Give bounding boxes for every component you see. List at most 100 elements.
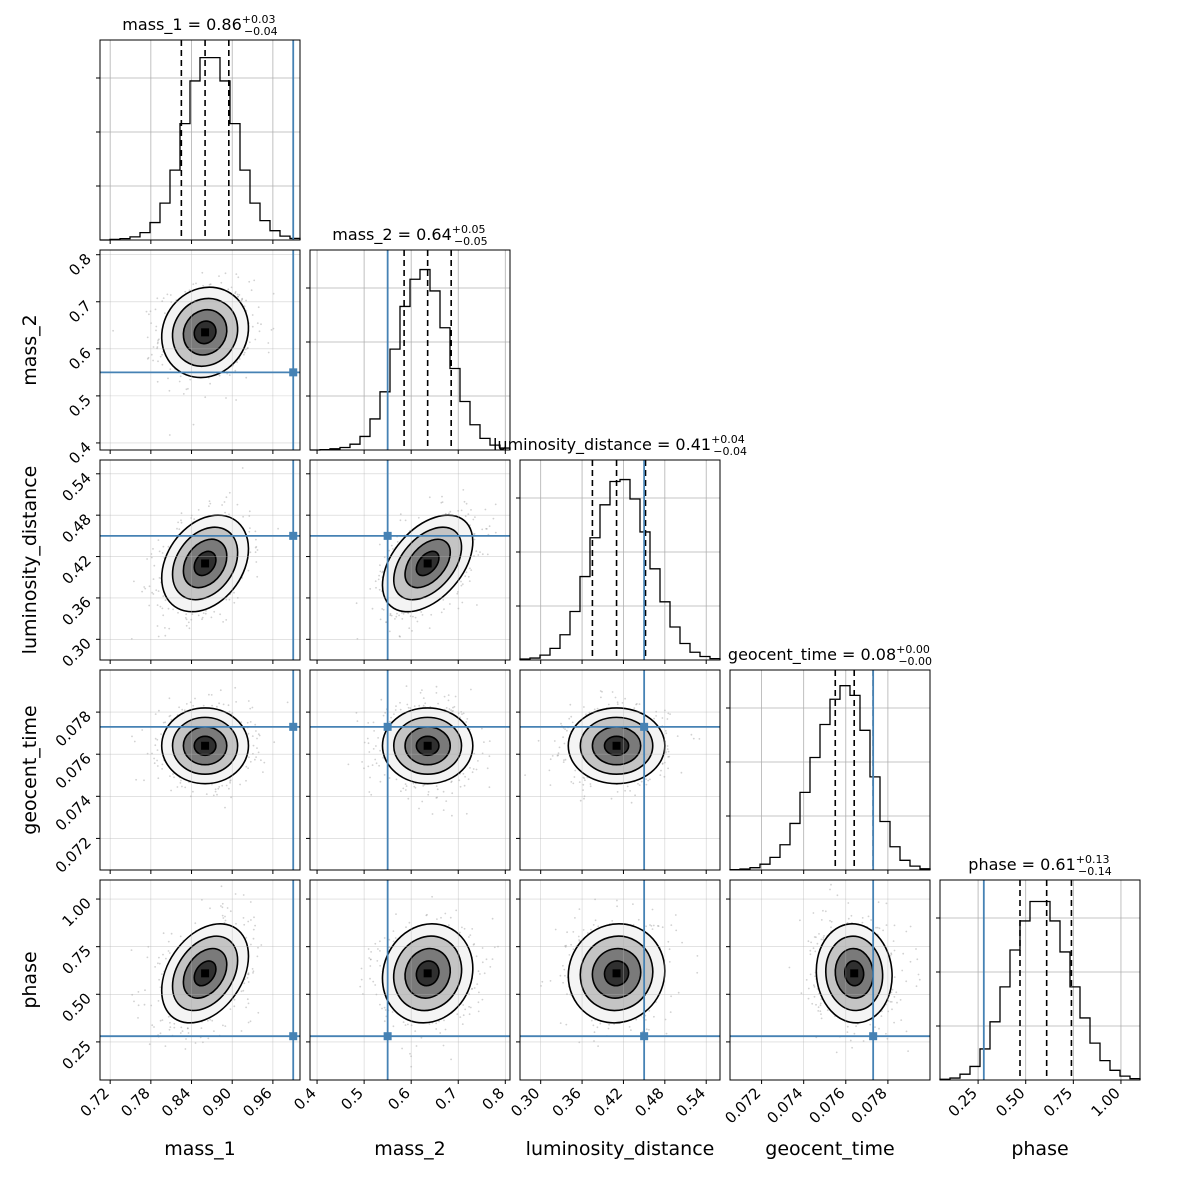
scatter-point <box>197 509 200 511</box>
scatter-point <box>247 700 250 702</box>
scatter-point <box>459 716 461 719</box>
scatter-point <box>156 604 159 606</box>
scatter-point <box>214 790 217 793</box>
density-peak <box>423 559 432 568</box>
scatter-point <box>464 515 467 518</box>
scatter-point <box>154 966 157 968</box>
scatter-point <box>225 397 227 399</box>
scatter-point <box>227 288 230 291</box>
scatter-point <box>568 717 571 720</box>
scatter-point <box>427 791 430 793</box>
scatter-point <box>229 910 232 913</box>
scatter-point <box>583 777 586 780</box>
scatter-point <box>629 790 631 792</box>
scatter-point <box>394 709 397 711</box>
scatter-point <box>202 704 205 707</box>
scatter-point <box>247 973 250 976</box>
scatter-point <box>399 701 401 704</box>
scatter-point <box>255 545 258 548</box>
scatter-point <box>451 814 453 817</box>
scatter-point <box>233 1005 236 1008</box>
scatter-point <box>412 782 415 785</box>
scatter-point <box>486 767 489 770</box>
scatter-point <box>185 388 188 391</box>
scatter-point <box>148 585 151 588</box>
scatter-point <box>633 707 636 709</box>
scatter-point <box>187 387 189 390</box>
scatter-point <box>156 380 159 383</box>
scatter-point <box>156 749 159 751</box>
scatter-point <box>624 789 626 792</box>
density-peak <box>201 559 210 568</box>
scatter-point <box>254 551 257 554</box>
scatter-point <box>234 292 237 295</box>
scatter-point <box>273 741 276 744</box>
scatter-point <box>167 607 170 610</box>
scatter-point <box>157 635 160 638</box>
scatter-point <box>229 779 232 781</box>
scatter-point <box>479 551 481 553</box>
scatter-point <box>621 702 624 704</box>
scatter-point <box>286 701 289 704</box>
scatter-point <box>237 295 240 298</box>
scatter-point <box>158 550 161 553</box>
scatter-point <box>157 341 159 344</box>
scatter-point <box>377 578 380 581</box>
scatter-point <box>395 778 398 781</box>
scatter-point <box>481 528 484 531</box>
scatter-point <box>152 548 154 550</box>
scatter-point <box>249 527 251 529</box>
diagonal-panel-mass_2: mass_2 = 0.64+0.05 −0.05 <box>306 223 511 451</box>
scatter-point <box>557 754 559 757</box>
scatter-point <box>655 715 657 717</box>
scatter-point <box>225 598 228 601</box>
scatter-point <box>368 751 371 753</box>
scatter-point <box>668 755 671 758</box>
scatter-point <box>473 538 476 541</box>
scatter-point <box>150 353 153 356</box>
scatter-point <box>249 760 252 763</box>
scatter-point <box>192 704 195 707</box>
scatter-point <box>255 538 257 541</box>
scatter-point <box>437 702 439 705</box>
scatter-point <box>251 968 254 970</box>
scatter-point <box>616 703 619 706</box>
scatter-point <box>418 807 420 810</box>
scatter-point <box>179 375 182 378</box>
scatter-point <box>179 782 182 784</box>
scatter-point <box>549 784 552 786</box>
scatter-point <box>189 378 192 381</box>
scatter-point <box>148 604 151 607</box>
scatter-point <box>150 556 153 559</box>
scatter-point <box>250 943 252 946</box>
scatter-point <box>367 742 370 745</box>
scatter-point <box>250 919 252 921</box>
scatter-point <box>157 539 160 541</box>
scatter-point <box>666 718 669 720</box>
scatter-point <box>213 610 216 613</box>
scatter-point <box>167 377 169 380</box>
scatter-point <box>207 1037 210 1040</box>
scatter-point <box>155 589 158 592</box>
scatter-point <box>162 595 165 597</box>
scatter-point <box>453 705 456 708</box>
scatter-point <box>224 272 227 275</box>
scatter-point <box>211 1019 214 1022</box>
panel-frame <box>309 249 511 451</box>
scatter-point <box>173 1026 176 1029</box>
scatter-point <box>601 690 603 693</box>
scatter-point <box>451 792 454 795</box>
scatter-point <box>178 380 181 383</box>
scatter-point <box>461 583 464 585</box>
scatter-point <box>152 593 155 595</box>
scatter-point <box>441 495 443 498</box>
scatter-point <box>481 553 484 556</box>
scatter-point <box>201 618 203 621</box>
histogram-mass_2 <box>310 268 511 451</box>
scatter-point <box>371 764 374 766</box>
scatter-point <box>398 635 401 638</box>
scatter-point <box>260 944 263 946</box>
scatter-point <box>402 612 405 615</box>
scatter-point <box>222 621 225 623</box>
scatter-point <box>435 785 438 787</box>
